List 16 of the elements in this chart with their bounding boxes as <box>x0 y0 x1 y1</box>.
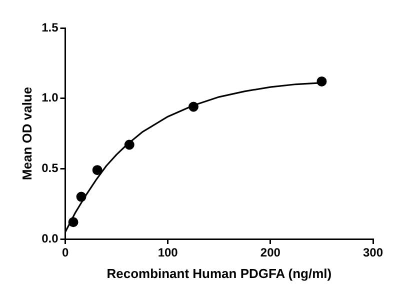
point <box>68 217 78 228</box>
point <box>76 192 86 202</box>
y-tick-label: 1.5 <box>42 20 59 34</box>
point <box>92 165 102 176</box>
point <box>316 76 327 86</box>
y-tick-label: 1.0 <box>42 90 59 105</box>
x-tick-label: 100 <box>158 246 178 260</box>
point <box>188 102 198 112</box>
y-tick-label: 0.5 <box>42 160 59 175</box>
point <box>124 140 134 150</box>
x-tick-label: 0 <box>62 246 69 260</box>
x-tick-label: 300 <box>362 246 384 260</box>
y-axis-title: Mean OD value <box>19 86 34 180</box>
x-axis-title: Recombinant Human PDGFA (ng/ml) <box>106 266 332 281</box>
x-tick-label: 200 <box>260 246 281 260</box>
y-tick-label: 0.0 <box>42 231 59 246</box>
